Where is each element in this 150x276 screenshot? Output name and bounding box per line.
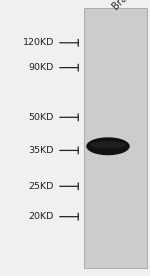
Text: 35KD: 35KD bbox=[28, 146, 54, 155]
Text: 25KD: 25KD bbox=[29, 182, 54, 191]
Text: Brain: Brain bbox=[110, 0, 136, 11]
Bar bbox=[84, 8, 147, 268]
Ellipse shape bbox=[86, 137, 130, 155]
Text: 120KD: 120KD bbox=[23, 38, 54, 47]
Text: 90KD: 90KD bbox=[29, 63, 54, 72]
Text: 50KD: 50KD bbox=[29, 113, 54, 122]
Ellipse shape bbox=[90, 141, 126, 148]
Text: 20KD: 20KD bbox=[29, 212, 54, 221]
